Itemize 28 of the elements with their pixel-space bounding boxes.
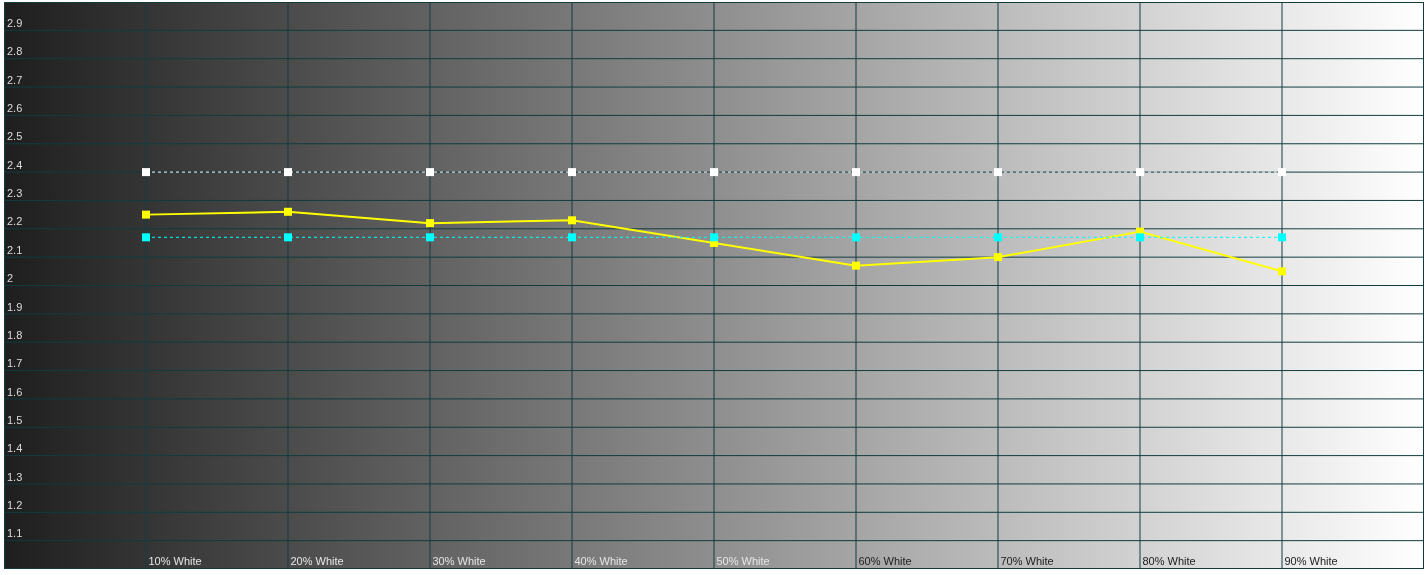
y-tick-label: 2.3 (7, 187, 23, 200)
y-tick-label: 1.4 (7, 442, 23, 455)
y-tick-label: 1.5 (7, 413, 23, 426)
y-tick-label: 1.6 (7, 385, 23, 398)
y-tick-label: 2.2 (7, 215, 23, 228)
x-tick-label: 70% White (1000, 555, 1054, 567)
x-tick-label: 30% White (432, 555, 486, 567)
x-tick-label: 80% White (1142, 555, 1196, 567)
y-tick-label: 2.4 (7, 158, 23, 171)
y-tick-label: 2.5 (7, 130, 23, 143)
y-tick-label: 2.1 (7, 243, 23, 256)
y-tick-label: 2.9 (7, 17, 23, 29)
x-tick-label: 40% White (574, 555, 628, 567)
y-tick-label: 2 (7, 272, 14, 285)
y-tick-label: 1.3 (7, 470, 23, 483)
y-tick-label: 2.6 (7, 102, 23, 115)
y-tick-label: 1.7 (7, 357, 23, 370)
y-tick-label: 1.2 (7, 498, 23, 511)
x-tick-label: 20% White (290, 555, 344, 567)
x-tick-label: 50% White (716, 555, 770, 567)
x-tick-label: 10% White (148, 555, 202, 567)
x-tick-label: 60% White (858, 555, 912, 567)
x-tick-label: 90% White (1284, 555, 1338, 567)
y-tick-label: 1.8 (7, 328, 23, 341)
y-tick-label: 1.1 (7, 527, 23, 540)
y-tick-label: 1.9 (7, 300, 23, 313)
y-tick-label: 2.7 (7, 73, 23, 86)
y-tick-label: 2.8 (7, 45, 23, 58)
